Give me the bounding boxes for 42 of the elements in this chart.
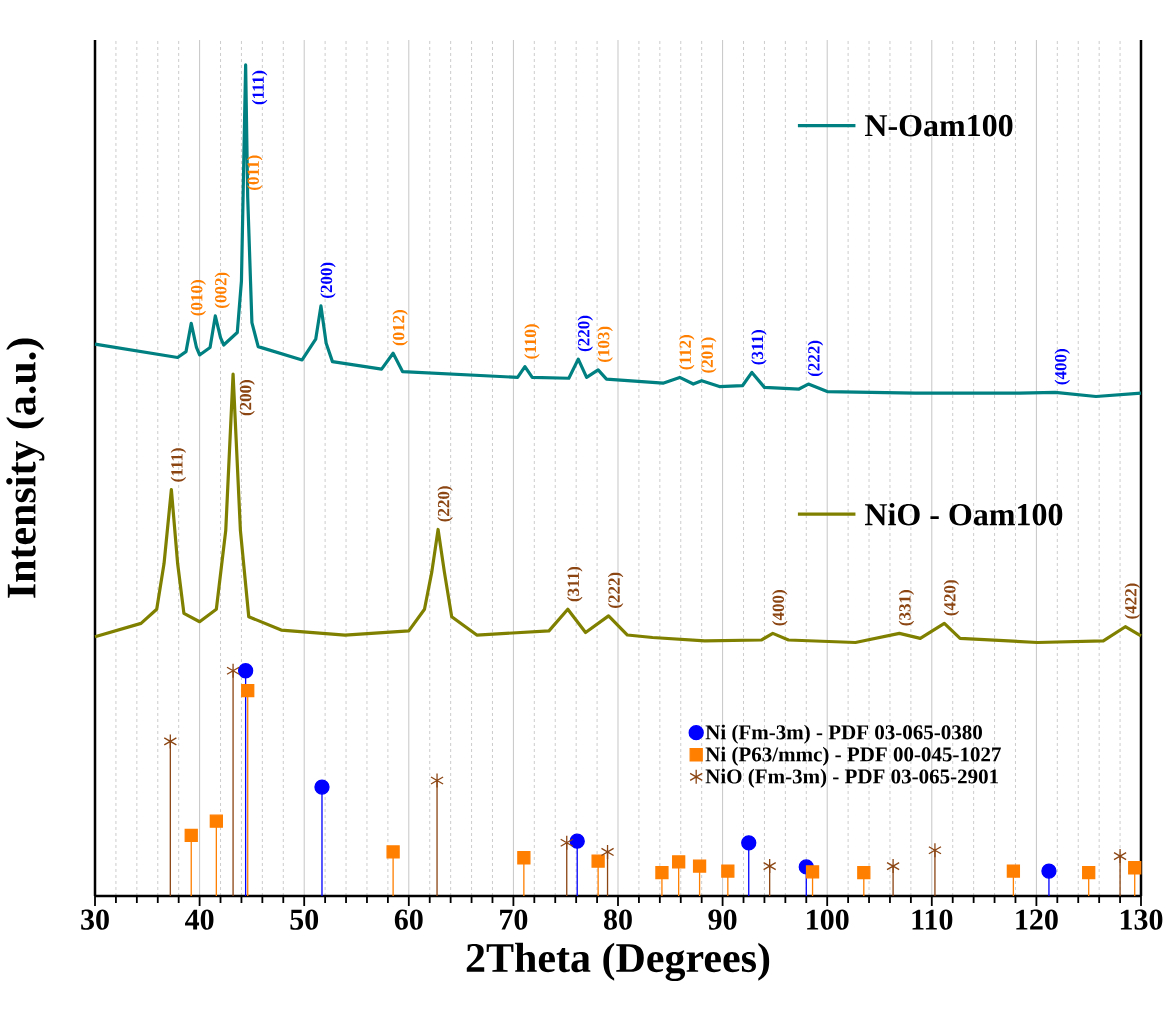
x-tick-label: 130 bbox=[1120, 909, 1163, 930]
legend-label: NiO (Fm-3m) - PDF 03-065-2901 bbox=[705, 768, 999, 788]
annotation: (011) bbox=[247, 155, 263, 190]
annotation: (103) bbox=[597, 326, 613, 362]
legend-label: NiO - Oam100 bbox=[864, 502, 1063, 526]
legend-label: Ni (P63/mmc) - PDF 00-045-1027 bbox=[705, 746, 1001, 766]
annotation: (222) bbox=[607, 572, 624, 608]
annotation: (111) bbox=[170, 448, 187, 482]
x-tick-label: 50 bbox=[290, 909, 319, 930]
annotation: (002) bbox=[214, 272, 231, 308]
annotation: (110) bbox=[524, 324, 540, 359]
annotation: (220) bbox=[437, 486, 453, 522]
annotation: (200) bbox=[320, 262, 336, 298]
annotation: (311) bbox=[567, 566, 583, 602]
annotation: (220) bbox=[577, 315, 593, 352]
annotation: (222) bbox=[807, 340, 824, 377]
x-tick-label: 70 bbox=[500, 909, 528, 930]
x-tick-label: 80 bbox=[604, 909, 632, 930]
point bbox=[1128, 861, 1142, 875]
annotation: (112) bbox=[679, 335, 695, 370]
annotation: (010) bbox=[190, 280, 206, 316]
x-axis-title: 2Theta (Degrees) bbox=[466, 942, 770, 982]
annotation: (111) bbox=[251, 70, 268, 105]
x-tick-label: 120 bbox=[1016, 909, 1058, 930]
legend-label: N-Oam100 bbox=[864, 114, 1013, 137]
annotation: (422) bbox=[1124, 583, 1141, 619]
annotation: (331) bbox=[898, 590, 915, 626]
annotation: (400) bbox=[772, 590, 788, 626]
x-tick-label: 40 bbox=[185, 909, 214, 930]
x-tick-label: 100 bbox=[807, 909, 849, 930]
y-axis-title: Intensity (a.u.) bbox=[6, 338, 45, 598]
annotation: (420) bbox=[943, 580, 960, 616]
annotation: (200) bbox=[239, 380, 255, 416]
annotation: (201) bbox=[700, 337, 717, 373]
annotation: (012) bbox=[392, 310, 408, 346]
x-tick-label: 60 bbox=[394, 909, 423, 930]
annotation: (311) bbox=[751, 330, 767, 365]
x-tick-label: 110 bbox=[912, 909, 953, 930]
x-tick-label: 90 bbox=[708, 909, 737, 930]
annotation: (400) bbox=[1054, 349, 1070, 385]
x-tick-label: 30 bbox=[81, 909, 109, 930]
legend-label: Ni (Fm-3m) - PDF 03-065-0380 bbox=[705, 724, 982, 744]
